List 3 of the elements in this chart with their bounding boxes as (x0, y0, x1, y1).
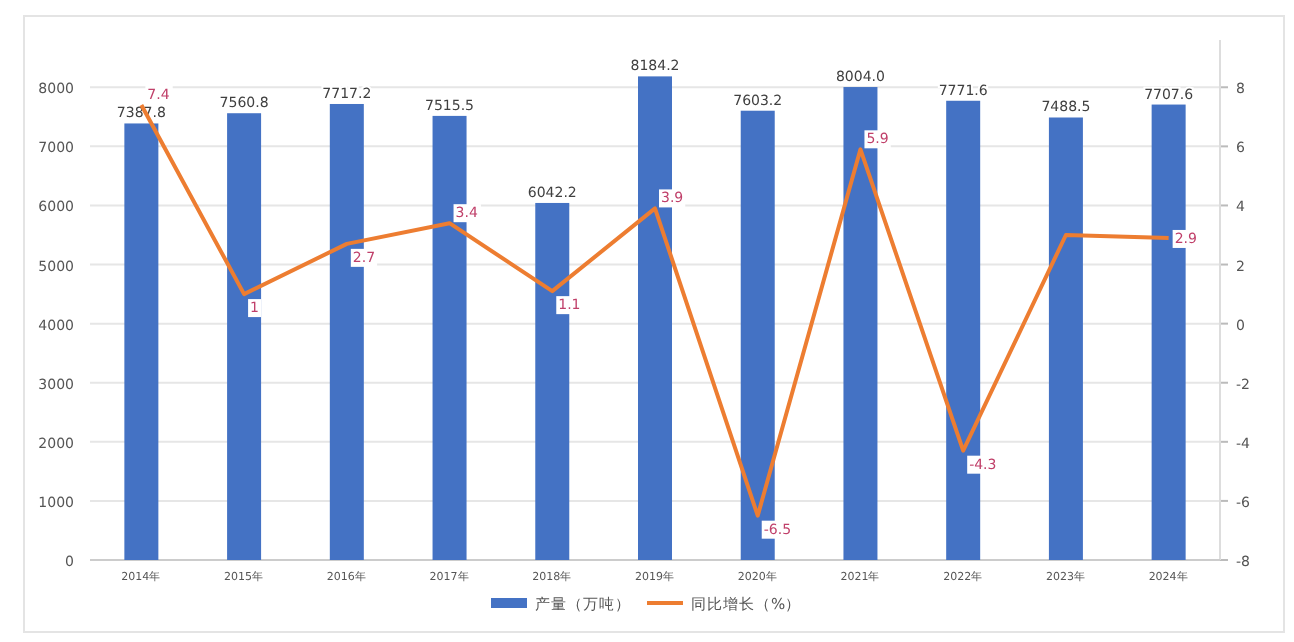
bar (1048, 117, 1083, 560)
bar (124, 123, 159, 560)
bar (227, 113, 262, 560)
